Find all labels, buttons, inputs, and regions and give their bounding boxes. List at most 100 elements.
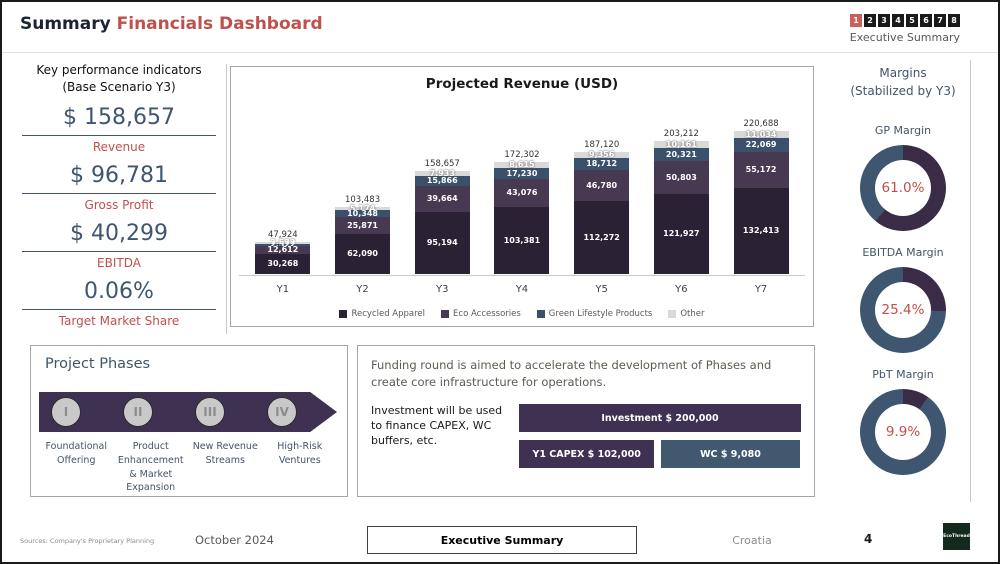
phase-label-1: Product Enhancement & Market Expansion (117, 441, 184, 494)
gauge-label-2: PbT Margin (872, 368, 934, 381)
phase-label-2: New Revenue Streams (192, 441, 258, 466)
bar-segment-label: 8,615 (509, 160, 535, 169)
bar-segment-Y1-0: 30,268 (255, 254, 311, 274)
kpi-panel-title: Key performance indicators (Base Scenari… (14, 62, 224, 96)
pager-page-8[interactable]: 8 (948, 14, 960, 27)
bar-segment-label: 2,522 (270, 240, 296, 249)
kpi-divider-2 (22, 250, 216, 252)
gauges-list: GP Margin 61.0% EBITDA Margin 25.4% PbT Marg… (838, 124, 968, 475)
bar-segment-Y1-2: 2,522 (255, 240, 311, 249)
phase-label-3: High-Risk Ventures (277, 441, 323, 466)
bar-segment-Y5-1: 46,780 (574, 170, 630, 201)
page-title-dashboard: Financials Dashboard (110, 14, 323, 34)
bar-segment-label: 7,933 (429, 168, 455, 178)
pager-page-6[interactable]: 6 (920, 14, 932, 27)
bar-segment-label: 50,803 (665, 172, 697, 182)
kpi-list: $ 158,657 Revenue $ 96,781 Gross Profit $ 40… (14, 105, 224, 328)
bar-segment-label: 46,780 (586, 180, 618, 190)
x-label-Y1: Y1 (276, 284, 290, 295)
bar-segment-label: 15,866 (426, 176, 458, 185)
legend-swatch-3 (668, 310, 677, 318)
bar-column-Y5: 187,120 9,356 18,712 46,780 112,272 (574, 140, 630, 274)
gauge-2: PbT Margin 9.9% (838, 368, 968, 475)
chart-x-axis-line (239, 275, 805, 276)
funding-headline: Funding round is aimed to accelerate the… (371, 358, 772, 389)
executive-summary-button[interactable]: Executive Summary (367, 526, 637, 554)
phase-label-0: Foundational Offering (45, 441, 108, 466)
bar-column-Y2: 103,483 5,174 10,348 25,871 62,090 (335, 195, 391, 274)
legend-label-3: Other (680, 309, 705, 319)
bar-segment-Y1-1: 12,612 (255, 246, 311, 254)
gauge-value-0: 61.0% (875, 160, 931, 216)
legend-swatch-0 (339, 310, 348, 318)
pager-page-7[interactable]: 7 (934, 14, 946, 27)
gauge-label-0: GP Margin (874, 124, 932, 137)
bar-segment-Y2-2: 10,348 (335, 209, 391, 217)
bar-segment-label: 11,034 (745, 129, 777, 139)
bar-segment-Y4-1: 43,076 (494, 179, 550, 207)
bar-segment-label: 5,174 (349, 203, 376, 213)
bar-segment-label: 10,161 (665, 139, 697, 149)
bar-column-Y6: 203,212 10,161 20,321 50,803 121,927 (653, 129, 709, 274)
bar-total-Y2: 103,483 (344, 195, 381, 205)
footer-sources: Sources: Company's Proprietary Planning (20, 537, 155, 545)
pager-page-3[interactable]: 3 (878, 14, 890, 27)
bar-segment-Y6-0: 121,927 (653, 194, 709, 274)
bar-segment-label: 30,268 (267, 259, 299, 268)
x-label-Y7: Y7 (754, 284, 768, 295)
funding-bar-1: Y1 CAPEX $ 102,000 (519, 440, 655, 469)
funding-box: Funding round is aimed to accelerate the… (357, 345, 815, 497)
phase-circle-II: II (123, 397, 153, 427)
pager-page-4[interactable]: 4 (892, 14, 904, 27)
kpi-value-3: 0.06% (84, 278, 154, 304)
legend-swatch-1 (441, 310, 450, 318)
x-label-Y6: Y6 (675, 284, 688, 295)
legend-item-3: Other (668, 309, 705, 319)
pager-page-5[interactable]: 5 (906, 14, 918, 27)
kpi-label-3: Target Market Share (58, 313, 180, 328)
gauge-value-2: 9.9% (875, 404, 931, 460)
header-divider (2, 52, 998, 53)
funding-bar-0: Investment $ 200,000 (519, 404, 801, 433)
footer-country: Croatia (732, 534, 772, 547)
kpi-title-line2: (Base Scenario Y3) (62, 79, 176, 94)
bar-segment-Y7-1: 55,172 (733, 152, 789, 188)
phase-circle-I: I (51, 397, 81, 427)
kpi-value-1: $ 96,781 (70, 162, 168, 188)
x-label-Y5: Y5 (595, 284, 608, 295)
legend-item-2: Green Lifestyle Products (536, 309, 653, 319)
bar-segment-label: 25,871 (347, 220, 378, 230)
pager-page-2[interactable]: 2 (864, 14, 876, 27)
bar-segment-Y3-0: 95,194 (414, 212, 470, 274)
bar-total-Y4: 172,302 (504, 150, 540, 160)
x-label-Y2: Y2 (356, 284, 369, 295)
bar-segment-label: 103,381 (503, 235, 541, 245)
pager-caption: Executive Summary (849, 31, 960, 44)
legend-label-2: Green Lifestyle Products (548, 309, 653, 319)
legend-label-0: Recycled Apparel (351, 309, 426, 319)
gauge-donut-1: 25.4% (860, 267, 946, 353)
pager-page-1[interactable]: 1 (850, 14, 862, 27)
bar-total-Y6: 203,212 (663, 129, 699, 139)
bar-total-Y1: 47,924 (267, 230, 298, 240)
gauge-0: GP Margin 61.0% (838, 124, 968, 231)
bar-segment-Y3-1: 39,664 (414, 186, 470, 212)
project-phases-box: Project Phases I II III IV Foundational Off… (30, 345, 348, 497)
kpi-right-divider (226, 64, 227, 334)
page-title: Summary Financials Dashboard (20, 14, 323, 34)
bar-column-Y1: 47,924 2,522 2,522 12,612 30,268 (255, 230, 311, 274)
kpi-divider-0 (22, 134, 216, 136)
margins-panel: Margins (Stabilized by Y3) GP Margin 61.0… (838, 64, 968, 475)
gauge-value-1: 25.4% (875, 282, 931, 338)
footer-page-number: 4 (864, 532, 873, 546)
bar-segment-Y6-3: 10,161 (653, 139, 709, 149)
bar-segment-Y1-3: 2,522 (255, 239, 311, 247)
chart-x-labels: Y1 Y2 Y3 Y4 Y5 Y6 Y7 (243, 284, 801, 295)
kpi-divider-1 (22, 192, 216, 194)
bar-segment-label: 9,356 (589, 150, 615, 159)
chart-legend: Recycled Apparel Eco Accessories Green Lif… (231, 309, 813, 319)
bar-segment-Y2-0: 62,090 (335, 234, 391, 274)
bar-segment-label: 55,172 (745, 165, 777, 174)
phase-circle-III: III (195, 397, 225, 427)
